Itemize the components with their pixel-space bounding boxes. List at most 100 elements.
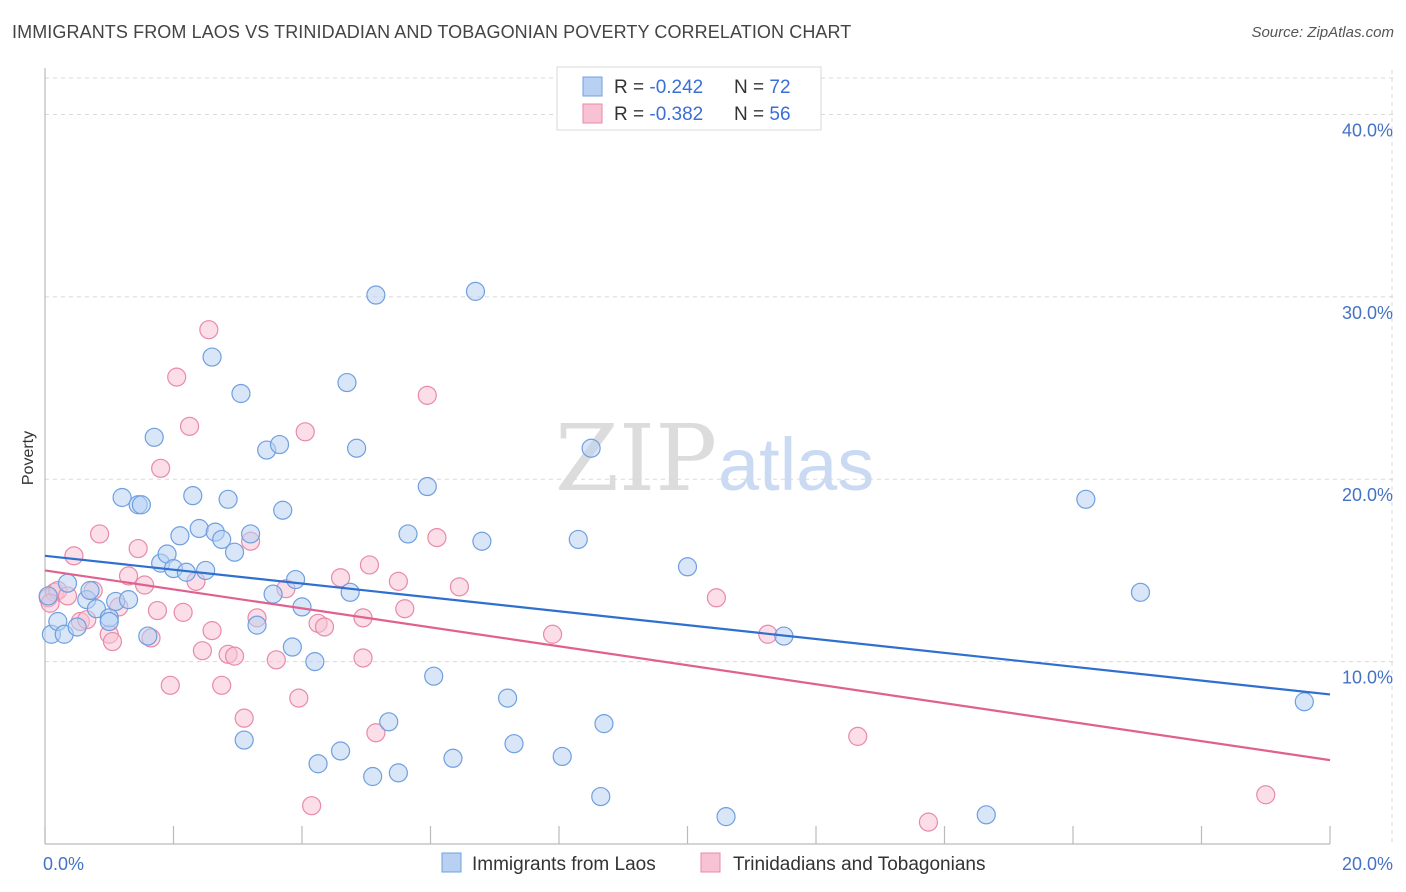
legend-n-row-2: N = 56 [734, 104, 791, 125]
point-trinidadians-23 [192, 641, 213, 661]
point-laos-32 [234, 730, 254, 750]
point-trinidadians-38 [314, 617, 335, 637]
point-trinidadians-18 [160, 675, 180, 695]
point-laos-63 [594, 714, 614, 734]
point-laos-7 [80, 580, 100, 601]
point-laos-5 [67, 617, 87, 637]
point-laos-61 [568, 529, 588, 550]
point-laos-69 [1076, 489, 1096, 509]
legend-n-label-1: N = [734, 77, 769, 98]
point-laos-52 [398, 524, 418, 544]
point-laos-33 [241, 524, 261, 544]
point-laos-13 [118, 590, 139, 610]
legend-n-row-1: N = 72 [734, 77, 791, 98]
point-laos-16 [138, 626, 158, 646]
point-laos-10 [99, 611, 119, 632]
point-laos-48 [366, 285, 386, 305]
point-laos-49 [363, 766, 383, 787]
point-laos-39 [285, 569, 306, 590]
series-trinidadians-points [38, 320, 1276, 832]
legend-swatch-blue [582, 76, 603, 97]
point-laos-30 [224, 542, 245, 562]
point-trinidadians-35 [295, 422, 315, 442]
point-laos-47 [347, 438, 367, 458]
point-laos-4 [57, 573, 78, 593]
point-trinidadians-50 [706, 588, 727, 608]
chart-title: IMMIGRANTS FROM LAOS VS TRINIDADIAN AND … [12, 22, 852, 42]
point-laos-42 [305, 652, 325, 672]
bottom-legend-swatch-blue [441, 852, 462, 873]
point-laos-53 [417, 476, 437, 497]
point-laos-54 [424, 666, 444, 686]
point-laos-34 [247, 615, 267, 635]
point-trinidadians-36 [302, 796, 322, 816]
x-tick-label-1: 20.0% [1342, 854, 1393, 874]
point-laos-12 [112, 487, 132, 508]
legend-r-value-1: -0.242 [649, 77, 703, 98]
point-laos-70 [1130, 582, 1151, 602]
point-laos-36 [263, 584, 283, 604]
point-trinidadians-43 [366, 723, 386, 743]
point-laos-37 [269, 434, 290, 455]
point-trinidadians-17 [151, 458, 171, 478]
point-trinidadians-52 [848, 726, 868, 746]
point-laos-38 [273, 500, 293, 520]
point-laos-29 [218, 489, 238, 509]
point-laos-45 [340, 582, 360, 602]
point-laos-65 [677, 557, 698, 577]
bottom-legend-label-laos: Immigrants from Laos [472, 854, 656, 875]
point-laos-26 [202, 347, 222, 367]
point-laos-68 [976, 805, 996, 825]
trend-line-laos [44, 554, 1331, 696]
point-trinidadians-45 [395, 599, 415, 619]
point-laos-21 [170, 526, 190, 546]
legend-n-value-1: 72 [769, 77, 790, 98]
trend-lines [44, 554, 1331, 762]
point-laos-24 [189, 518, 209, 539]
point-trinidadians-4 [64, 546, 84, 566]
point-trinidadians-34 [289, 688, 309, 708]
tick-labels: 10.0% 20.0% 30.0% 40.0% 0.0% 20.0% [43, 120, 1393, 874]
bottom-legend-label-trinidadians: Trinidadians and Tobagonians [733, 854, 985, 875]
point-laos-40 [282, 637, 302, 657]
axes [44, 68, 1331, 845]
watermark-atlas: atlas [718, 423, 874, 506]
point-laos-62 [581, 438, 601, 458]
point-laos-55 [443, 748, 463, 768]
legend-n-label-2: N = [734, 104, 769, 125]
point-laos-51 [388, 763, 408, 783]
point-laos-60 [552, 746, 572, 767]
x-tick-label-0: 0.0% [43, 854, 84, 874]
legend-row-1: R = -0.242 [614, 77, 703, 98]
point-laos-25 [196, 560, 216, 581]
point-laos-31 [231, 383, 251, 404]
y-tick-label-0: 10.0% [1342, 668, 1393, 688]
point-laos-71 [1294, 692, 1314, 712]
point-laos-43 [308, 754, 328, 774]
y-axis-label: Poverty [20, 431, 37, 485]
point-laos-50 [379, 712, 399, 732]
point-trinidadians-12 [118, 566, 139, 586]
point-laos-64 [591, 786, 611, 807]
point-laos-58 [498, 688, 518, 708]
point-laos-56 [465, 281, 486, 301]
y-tick-label-3: 40.0% [1342, 120, 1393, 140]
bottom-legend-swatch-pink [700, 852, 721, 873]
chart-source: Source: ZipAtlas.com [1251, 24, 1394, 41]
point-trinidadians-47 [427, 527, 447, 548]
point-trinidadians-44 [388, 571, 408, 591]
point-trinidadians-42 [359, 555, 380, 575]
point-trinidadians-13 [128, 538, 148, 559]
point-laos-15 [131, 495, 151, 515]
point-laos-46 [337, 372, 357, 393]
legend-r-label-1: R = [614, 77, 649, 98]
point-trinidadians-46 [417, 385, 437, 405]
point-trinidadians-26 [212, 675, 232, 695]
point-trinidadians-49 [542, 624, 563, 644]
series-laos-points [38, 281, 1314, 827]
point-trinidadians-24 [199, 320, 219, 340]
point-trinidadians-41 [353, 648, 373, 668]
legend-r-value-2: -0.382 [649, 104, 703, 125]
point-trinidadians-10 [102, 631, 123, 652]
